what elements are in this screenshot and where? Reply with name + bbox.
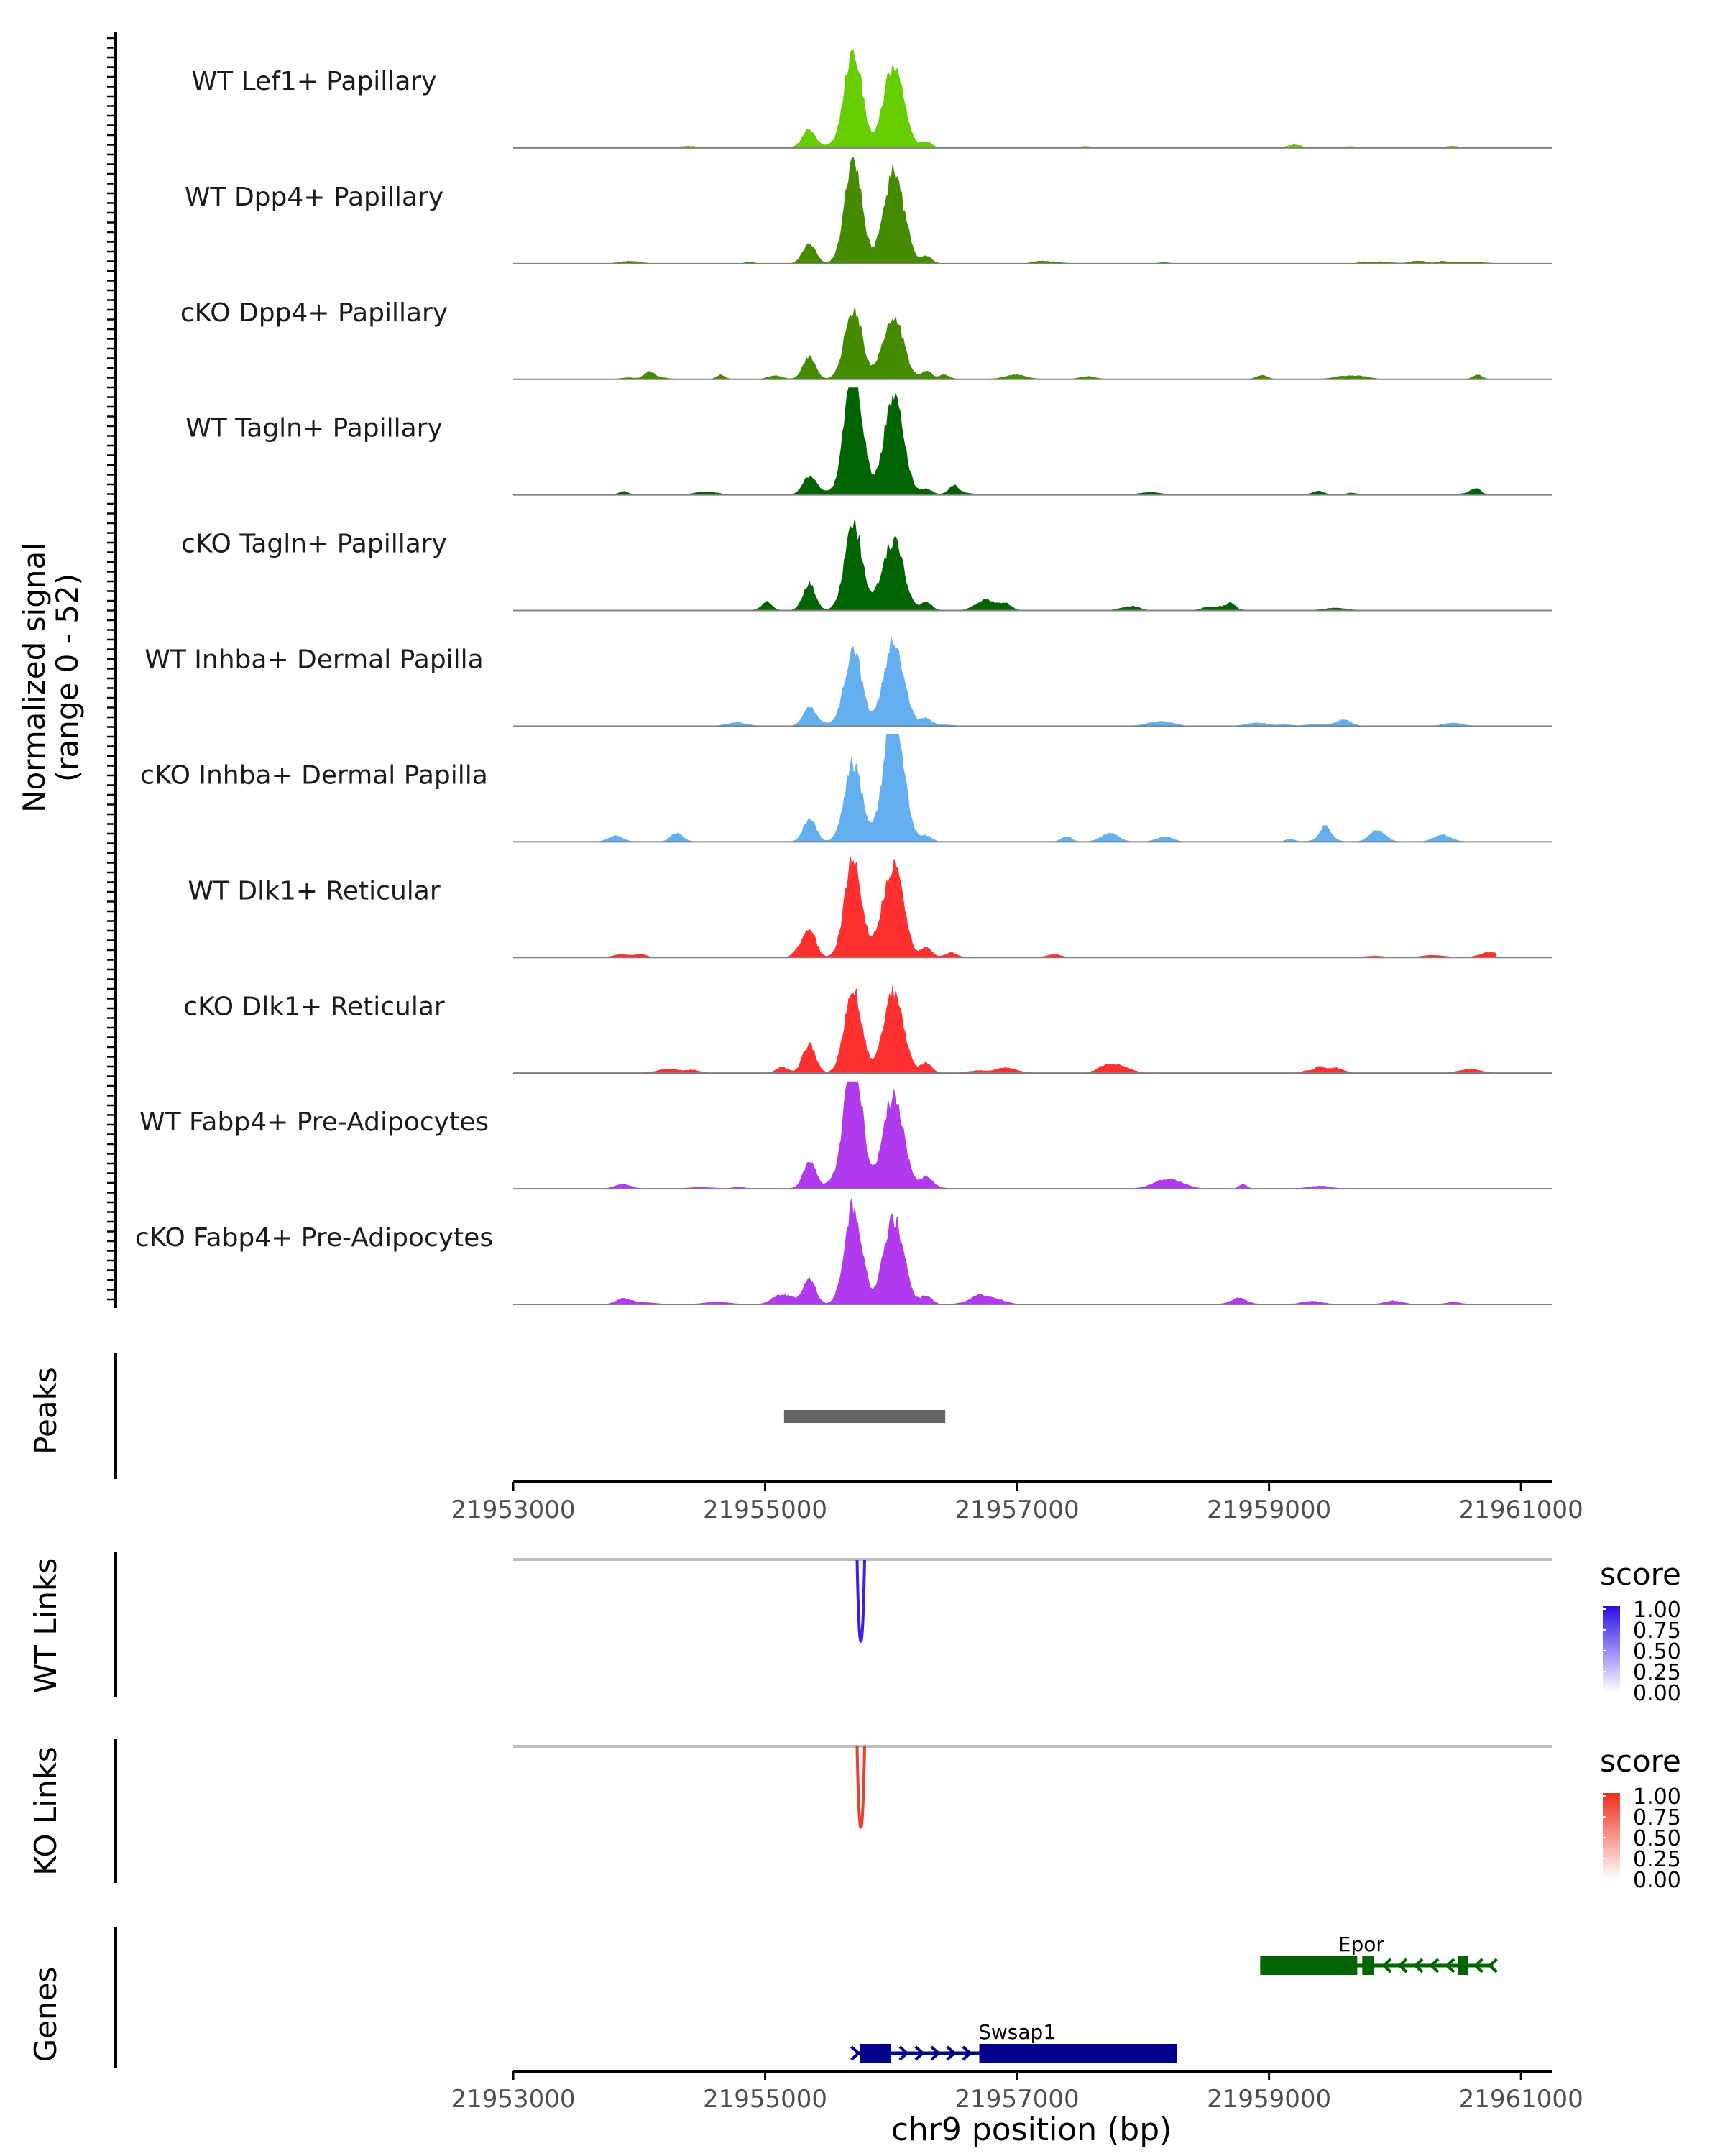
gene-strand-arrow [850, 2045, 861, 2061]
legend-tick-label: 0.25 [1633, 1660, 1681, 1685]
gene-strand-arrow [930, 2045, 941, 2061]
coverage-track-label: cKO Dpp4+ Papillary [180, 298, 448, 328]
genes-panel: Genes Epor Swsap1 21953000 21955000 21957000… [28, 1927, 1583, 2114]
genes-x-tick-label: 21955000 [703, 2085, 827, 2114]
gene-strand-arrow [946, 2045, 957, 2061]
coverage-track-area [513, 985, 1496, 1074]
gene-strand-arrow [1445, 1958, 1455, 1973]
legend-tick-label: 1.00 [1633, 1784, 1681, 1810]
gene-strand-arrow [1487, 1958, 1498, 1973]
coverage-track-label: cKO Tagln+ Papillary [181, 530, 447, 559]
genes-x-tick-label: 21961000 [1459, 2085, 1583, 2114]
legend-tick-label: 0.75 [1633, 1618, 1681, 1644]
genes-x-tick-label: 21953000 [451, 2085, 575, 2114]
peaks-panel: Peaks 21953000 21955000 21957000 21959000 21… [28, 1353, 1583, 1524]
gene-exon-block [979, 2044, 1177, 2063]
gene-strand-arrow [962, 2045, 972, 2061]
coverage-track-label: WT Fabp4+ Pre-Adipocytes [139, 1107, 489, 1137]
coverage-track-area [513, 157, 1496, 264]
peaks-x-tick-label: 21961000 [1459, 1496, 1583, 1524]
coverage-panel: Normalized signal (range 0 - 52) WT Lef1… [17, 32, 1552, 1308]
coverage-y-axis-label: Normalized signal [17, 543, 52, 813]
legend-tick-label: 0.75 [1633, 1805, 1681, 1830]
coverage-track-label: cKO Dlk1+ Reticular [183, 992, 445, 1021]
coverage-track-area [513, 387, 1496, 496]
peaks-x-tick-label: 21953000 [451, 1496, 575, 1524]
legend-tick-label: 0.00 [1633, 1868, 1681, 1893]
coverage-track-label: WT Lef1+ Papillary [192, 67, 437, 96]
coverage-track-area [513, 307, 1496, 380]
gene-name-label: Epor [1338, 1932, 1385, 1956]
gene-strand-arrow [1413, 1958, 1424, 1973]
legend-tick-label: 0.25 [1633, 1847, 1681, 1872]
legend-colorbar [1603, 1793, 1620, 1879]
gene-name-label: Swsap1 [978, 2020, 1056, 2044]
legend-tick-label: 0.50 [1633, 1826, 1681, 1851]
coverage-track-area [513, 519, 1496, 611]
gene-exon-block [1260, 1956, 1358, 1975]
peak-interval-bar [783, 1410, 946, 1423]
coverage-track-area [513, 1081, 1496, 1189]
gene-strand-arrow [1397, 1958, 1408, 1973]
coverage-track-label: WT Tagln+ Papillary [185, 414, 443, 443]
genes-x-tick-label: 21957000 [955, 2085, 1080, 2114]
gene-strand-arrow [914, 2045, 925, 2061]
peaks-track-label: Peaks [28, 1367, 63, 1455]
legend-title: score [1600, 1743, 1681, 1779]
coverage-track-area [513, 637, 1496, 727]
gene-strand-arrow [1473, 1958, 1484, 1973]
coverage-track-label: WT Dpp4+ Papillary [185, 183, 443, 212]
link-arc [855, 1746, 867, 1829]
coverage-y-axis-range-label: (range 0 - 52) [50, 573, 85, 782]
coverage-track-area [513, 856, 1496, 958]
legend-title: score [1600, 1557, 1681, 1592]
gene-exon-block [1458, 1956, 1468, 1975]
gene-strand-arrow [898, 2045, 909, 2061]
coverage-track-area [513, 734, 1496, 842]
legend-tick-label: 1.00 [1633, 1598, 1681, 1623]
coverage-track-label: WT Inhba+ Dermal Papilla [144, 645, 483, 675]
gene-exon-block [860, 2044, 891, 2063]
peaks-x-tick-label: 21955000 [703, 1496, 827, 1524]
legend-colorbar [1603, 1606, 1620, 1692]
links-track-label: WT Links [28, 1558, 63, 1693]
genes-track-label: Genes [28, 1967, 63, 2063]
x-axis-title: chr9 position (bp) [891, 2111, 1172, 2148]
peaks-x-tick-label: 21957000 [955, 1496, 1080, 1524]
gene-strand-arrow [1429, 1958, 1440, 1973]
link-arc [855, 1559, 867, 1643]
coverage-track-label: cKO Fabp4+ Pre-Adipocytes [135, 1223, 493, 1253]
coverage-track-label: WT Dlk1+ Reticular [188, 876, 440, 906]
gene-exon-block [1362, 1956, 1374, 1975]
coverage-track-area [513, 1198, 1496, 1305]
legend-tick-label: 0.00 [1633, 1681, 1681, 1706]
peaks-x-tick-label: 21959000 [1207, 1496, 1331, 1524]
coverage-track-area [513, 49, 1496, 149]
genes-x-tick-label: 21959000 [1207, 2085, 1331, 2114]
legend-tick-label: 0.50 [1633, 1639, 1681, 1664]
links-track-label: KO Links [28, 1746, 63, 1876]
coverage-track-label: cKO Inhba+ Dermal Papilla [140, 760, 488, 790]
gene-strand-arrow [1381, 1958, 1392, 1973]
